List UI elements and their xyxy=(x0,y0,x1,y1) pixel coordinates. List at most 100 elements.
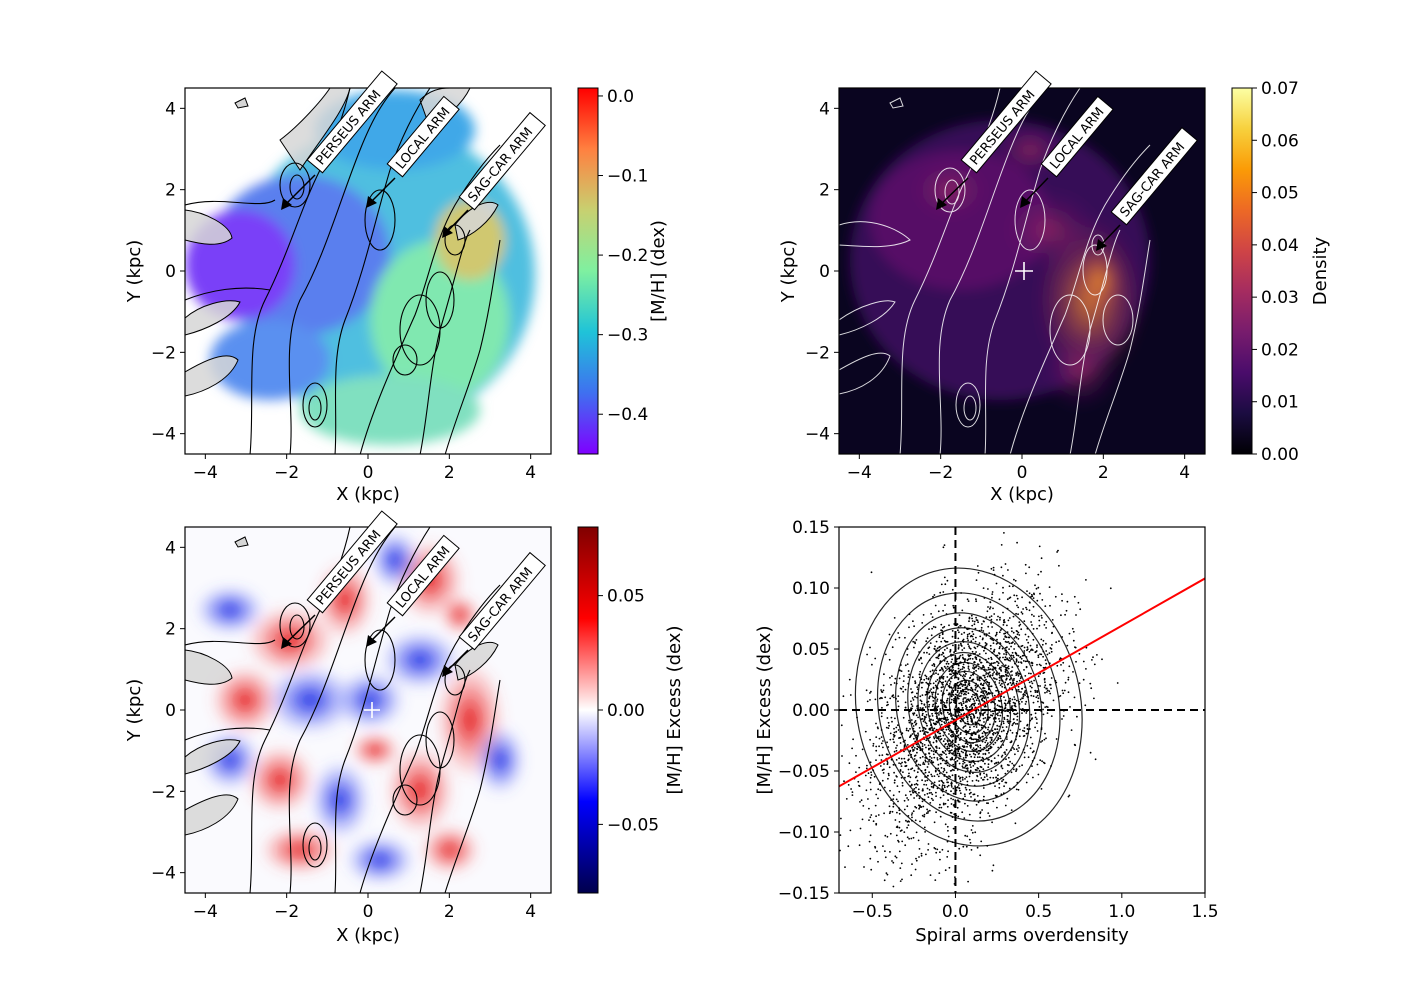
scatter-point xyxy=(1048,586,1051,588)
scatter-point xyxy=(963,725,965,728)
scatter-point xyxy=(889,676,891,679)
scatter-point xyxy=(1013,648,1015,650)
scatter-point xyxy=(980,777,983,779)
x-tick-label: 2 xyxy=(1098,463,1109,483)
scatter-point xyxy=(1003,702,1006,705)
scatter-point xyxy=(961,745,964,748)
scatter-point xyxy=(1060,614,1062,617)
scatter-point xyxy=(911,812,914,814)
scatter-point xyxy=(1016,633,1019,636)
scatter-point xyxy=(868,807,870,810)
scatter-point xyxy=(1051,619,1054,621)
scatter-point xyxy=(1027,756,1030,759)
scatter-point xyxy=(892,861,895,864)
scatter-point xyxy=(1040,788,1043,790)
scatter-point xyxy=(906,797,908,799)
scatter-point xyxy=(963,666,965,669)
scatter-point xyxy=(991,626,993,628)
scatter-point xyxy=(970,791,972,794)
scatter-point xyxy=(1067,678,1070,681)
scatter-point xyxy=(1011,732,1014,734)
scatter-point xyxy=(942,670,945,672)
colorbar-tick-label: 0.07 xyxy=(1261,79,1299,99)
scatter-point xyxy=(1007,636,1010,639)
scatter-point xyxy=(889,810,892,813)
scatter-point xyxy=(1055,641,1058,644)
scatter-point xyxy=(967,709,970,711)
scatter-point xyxy=(950,661,953,663)
scatter-point xyxy=(1008,764,1010,767)
scatter-point xyxy=(1027,641,1030,644)
scatter-point xyxy=(1093,663,1096,666)
scatter-point xyxy=(1034,726,1036,729)
scatter-point xyxy=(1010,627,1013,629)
scatter-point xyxy=(941,633,944,636)
scatter-point xyxy=(922,805,925,808)
scatter-point xyxy=(983,776,986,779)
scatter-point xyxy=(884,834,887,837)
scatter-point xyxy=(1026,660,1028,663)
scatter-point xyxy=(912,640,915,643)
scatter-point xyxy=(927,796,930,798)
scatter-point xyxy=(968,632,971,635)
scatter-point xyxy=(939,738,942,741)
scatter-point xyxy=(983,633,986,636)
scatter-point xyxy=(924,780,927,782)
scatter-point xyxy=(978,642,981,644)
scatter-point xyxy=(958,673,961,675)
scatter-point xyxy=(935,669,938,672)
scatter-point xyxy=(1045,627,1047,629)
scatter-point xyxy=(932,687,935,689)
scatter-point xyxy=(938,806,941,809)
scatter-point xyxy=(986,693,988,696)
scatter-point xyxy=(963,692,966,695)
scatter-point xyxy=(1021,612,1024,615)
scatter-point xyxy=(840,724,843,727)
scatter-point xyxy=(924,727,927,730)
scatter-point xyxy=(948,730,951,732)
scatter-point xyxy=(874,698,877,701)
scatter-point xyxy=(1030,672,1032,675)
scatter-point xyxy=(888,633,891,636)
scatter-point xyxy=(924,768,927,771)
density-contour xyxy=(876,592,1061,822)
scatter-point xyxy=(864,730,867,733)
scatter-point xyxy=(958,702,961,705)
scatter-point xyxy=(1016,680,1018,683)
scatter-point xyxy=(915,795,918,797)
scatter-point xyxy=(909,728,911,730)
scatter-point xyxy=(999,629,1002,631)
scatter-point xyxy=(971,673,974,676)
scatter-point xyxy=(1026,590,1028,592)
scatter-point xyxy=(915,859,918,862)
scatter-point xyxy=(1004,772,1007,775)
scatter-point xyxy=(1016,541,1018,544)
scatter-point xyxy=(986,743,989,746)
scatter-point xyxy=(1045,642,1047,645)
scatter-point xyxy=(860,799,863,802)
scatter-point xyxy=(1022,660,1025,662)
scatter-point xyxy=(998,725,1001,728)
scatter-point xyxy=(1037,700,1039,703)
scatter-point xyxy=(870,571,873,574)
scatter-point xyxy=(881,779,884,782)
scatter-point xyxy=(997,737,1000,739)
scatter-point xyxy=(988,668,990,671)
scatter-point xyxy=(995,631,998,634)
scatter-point xyxy=(976,795,979,797)
scatter-point xyxy=(975,616,977,619)
scatter-point xyxy=(893,617,896,619)
scatter-point xyxy=(949,811,952,814)
scatter-point xyxy=(894,677,897,680)
scatter-point xyxy=(929,736,931,739)
scatter-point xyxy=(1055,738,1058,740)
scatter-point xyxy=(973,620,976,623)
scatter-point xyxy=(1012,654,1015,657)
scatter-point xyxy=(1004,704,1007,707)
scatter-point xyxy=(1032,701,1035,704)
scatter-point xyxy=(984,762,986,765)
scatter-point xyxy=(997,761,1000,764)
scatter-point xyxy=(978,653,981,655)
scatter-point xyxy=(1007,641,1010,643)
scatter-point xyxy=(1023,756,1026,759)
